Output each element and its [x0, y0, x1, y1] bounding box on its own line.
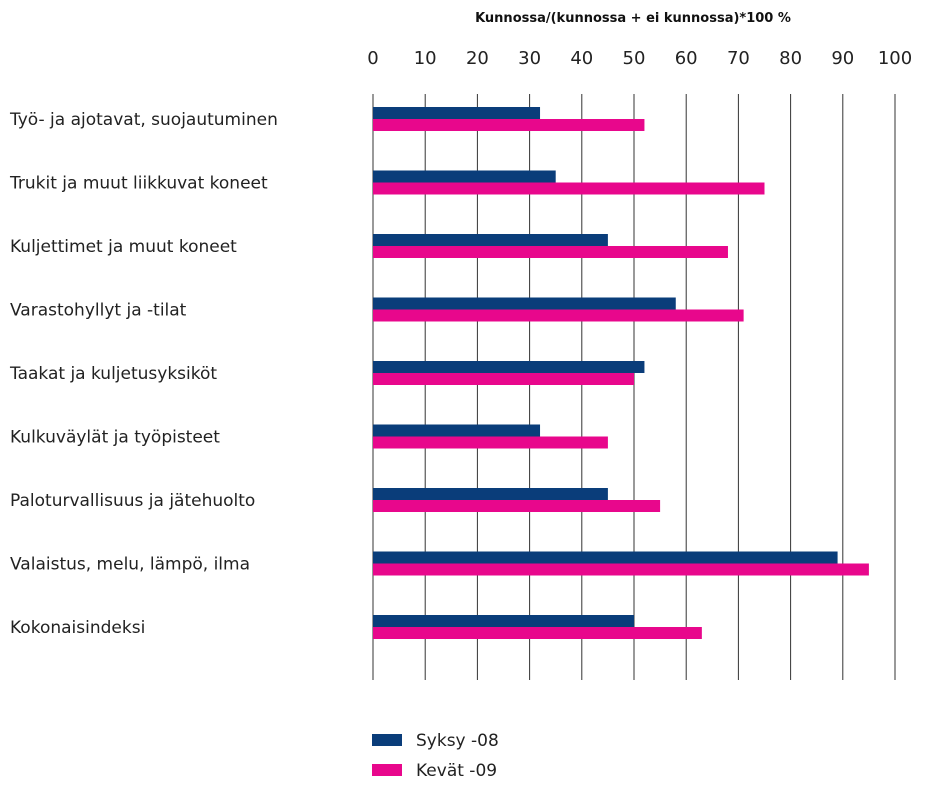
legend-swatch: [372, 764, 402, 776]
x-tick-label: 60: [675, 48, 698, 69]
category-label: Paloturvallisuus ja jätehuolto: [10, 491, 255, 511]
category-label: Taakat ja kuljetusyksiköt: [9, 364, 217, 384]
legend-label: Kevät -09: [416, 761, 497, 781]
bar-kevat-09-6: [373, 500, 661, 512]
x-tick-label: 100: [878, 48, 912, 69]
bars: [373, 107, 869, 639]
legend-label: Syksy -08: [416, 731, 499, 751]
bar-syksy-08-2: [373, 234, 608, 246]
bar-kevat-09-5: [373, 436, 608, 449]
x-tick-label: 50: [623, 48, 646, 69]
x-tick-label: 80: [779, 48, 802, 69]
category-label: Varastohyllyt ja -tilat: [10, 301, 187, 321]
category-labels: Työ- ja ajotavat, suojautuminen Trukit ja…: [9, 110, 278, 638]
bar-kevat-09-1: [373, 182, 765, 195]
bar-kevat-09-4: [373, 373, 634, 385]
legend-swatch: [372, 734, 402, 746]
x-tick-label: 30: [518, 48, 541, 69]
bar-kevat-09-0: [373, 119, 645, 131]
bar-syksy-08-4: [373, 361, 645, 373]
category-label: Kulkuväylät ja työpisteet: [10, 428, 220, 448]
x-tick-label: 10: [414, 48, 437, 69]
x-tick-label: 40: [570, 48, 593, 69]
bar-kevat-09-2: [373, 246, 728, 258]
bar-syksy-08-3: [373, 297, 676, 310]
category-label: Kokonaisindeksi: [10, 618, 145, 638]
bar-syksy-08-0: [373, 107, 541, 119]
x-tick-label: 20: [466, 48, 489, 69]
bar-syksy-08-1: [373, 170, 556, 183]
bar-kevat-09-8: [373, 627, 702, 639]
bar-kevat-09-3: [373, 309, 744, 322]
bar-syksy-08-6: [373, 488, 608, 500]
bar-syksy-08-7: [373, 551, 838, 564]
x-axis-tick-labels: 0 10 20 30 40 50 60 70 80 90 100: [367, 48, 912, 69]
x-tick-label: 90: [831, 48, 854, 69]
category-label: Kuljettimet ja muut koneet: [10, 237, 237, 257]
bar-kevat-09-7: [373, 563, 869, 576]
x-tick-label: 70: [727, 48, 750, 69]
chart-title: Kunnossa/(kunnossa + ei kunnossa)*100 %: [475, 11, 791, 26]
x-tick-label: 0: [367, 48, 378, 69]
legend: Syksy -08 Kevät -09: [372, 731, 499, 781]
category-label: Valaistus, melu, lämpö, ilma: [10, 555, 250, 575]
category-label: Työ- ja ajotavat, suojautuminen: [9, 110, 278, 130]
category-label: Trukit ja muut liikkuvat koneet: [9, 174, 268, 194]
bar-syksy-08-8: [373, 615, 634, 627]
bar-syksy-08-5: [373, 424, 541, 437]
